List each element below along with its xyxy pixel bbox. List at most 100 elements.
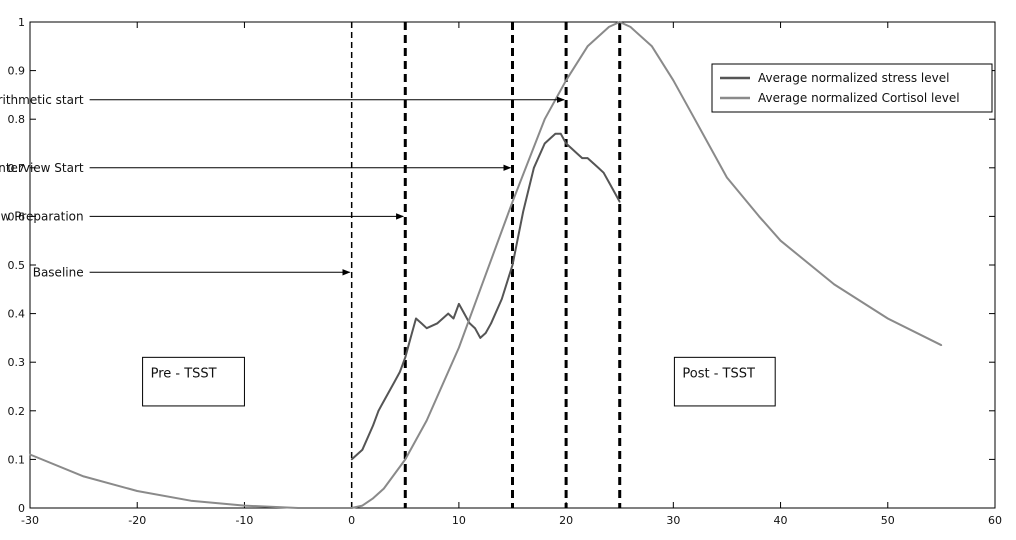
legend-label: Average normalized stress level [758,71,949,85]
stress-point [404,356,407,359]
annotations: Arithmetic start Interview Start Interview… [0,93,565,279]
x-tick-label: 20 [559,514,573,527]
x-tick-label: 50 [881,514,895,527]
cortisol-point [833,283,835,286]
y-tick-label: 0.3 [8,356,26,369]
stress-point [425,327,428,329]
cortisol-point [190,499,192,502]
cortisol-point [651,45,653,48]
stress-point [586,157,589,159]
cortisol-point [629,26,632,28]
legend: Average normalized stress level Average n… [711,63,993,113]
cortisol-point [404,458,407,461]
x-tick-label: 60 [988,514,1002,527]
stress-point [452,317,455,320]
stress-point [383,400,385,402]
x-tick-label: -20 [128,514,146,527]
legend-box [711,63,993,113]
stress-point [570,147,573,150]
stress-point [415,317,417,320]
phase-box-label: Pre - TSST [151,366,217,381]
cortisol-point [886,317,889,320]
stress-series-line [351,132,621,461]
stress-point [361,448,364,451]
cortisol-point [608,26,610,28]
x-tick-label: -10 [235,514,253,527]
cortisol-point [940,344,943,346]
cortisol-point [543,118,546,120]
plot-axes: -30 -20 -10 0 10 20 30 40 50 60 0 0.1 0.2 0.3 0.4 0.5 0.… [8,16,1003,527]
y-tick-label: 0.9 [8,65,26,78]
stress-point [436,322,439,325]
stress-point [393,380,396,383]
stress-point [420,322,423,325]
stress-point [377,410,380,412]
y-tick-label: 0.4 [8,308,26,321]
stress-point [533,167,535,169]
stress-point [543,142,546,145]
cortisol-point [383,487,385,490]
stress-point [549,137,551,140]
y-tick-label: 1 [18,16,25,29]
cortisol-point [350,507,353,509]
cortisol-point [479,288,482,291]
cortisol-point [361,504,364,507]
cortisol-point [136,490,139,492]
cortisol-point [511,201,514,203]
cortisol-point [779,239,782,242]
y-tick-label: 0.8 [8,113,26,126]
stress-point [511,264,514,266]
stress-point [484,332,487,334]
x-tick-label: 40 [774,514,788,527]
stress-point [399,371,401,373]
annotation-label: Interview Preparation [0,209,84,223]
stress-point [372,424,374,427]
cortisol-point [29,453,31,456]
stress-point [576,152,578,155]
stress-point [458,303,460,305]
cortisol-point [82,475,85,478]
phase-box-label: Post - TSST [682,366,755,381]
y-tick-label: 0.5 [8,259,26,272]
y-tick-label: 0.1 [8,453,26,466]
x-tick-label: 30 [666,514,680,527]
cortisol-point [758,215,760,218]
event-lines [350,22,622,508]
annotation-label: Arithmetic start [0,93,84,107]
stress-point [522,210,525,213]
x-tick-label: 0 [348,514,355,527]
stress-point [592,162,594,164]
cortisol-series-line [29,21,942,509]
stress-point [468,322,471,325]
phase-box [673,356,776,407]
phase-box [142,356,245,407]
y-tick-label: 0.6 [8,210,26,223]
stress-point [559,132,562,135]
stress-point [613,191,616,193]
stress-point [409,337,412,339]
stress-point [597,167,600,169]
cortisol-point [726,176,728,179]
cortisol-point [565,79,567,82]
y-tick-label: 0.2 [8,405,26,418]
stress-point [500,298,503,300]
stress-point [581,157,583,159]
stress-point [479,337,482,339]
stress-point [554,132,557,135]
stress-point [463,312,466,315]
cortisol-point [372,497,374,500]
cortisol-point [672,79,675,82]
stress-point [608,181,610,184]
cortisol-point [297,507,299,509]
cortisol-point [618,21,621,23]
stress-point [474,327,476,329]
cortisol-point [586,45,589,48]
cortisol-point [425,419,428,422]
legend-label: Average normalized Cortisol level [758,91,960,105]
y-tick-label: 0.7 [8,162,26,175]
stress-point [350,458,353,461]
cortisol-point [243,504,246,507]
cortisol-point [693,118,696,120]
x-tick-label: 10 [452,514,466,527]
